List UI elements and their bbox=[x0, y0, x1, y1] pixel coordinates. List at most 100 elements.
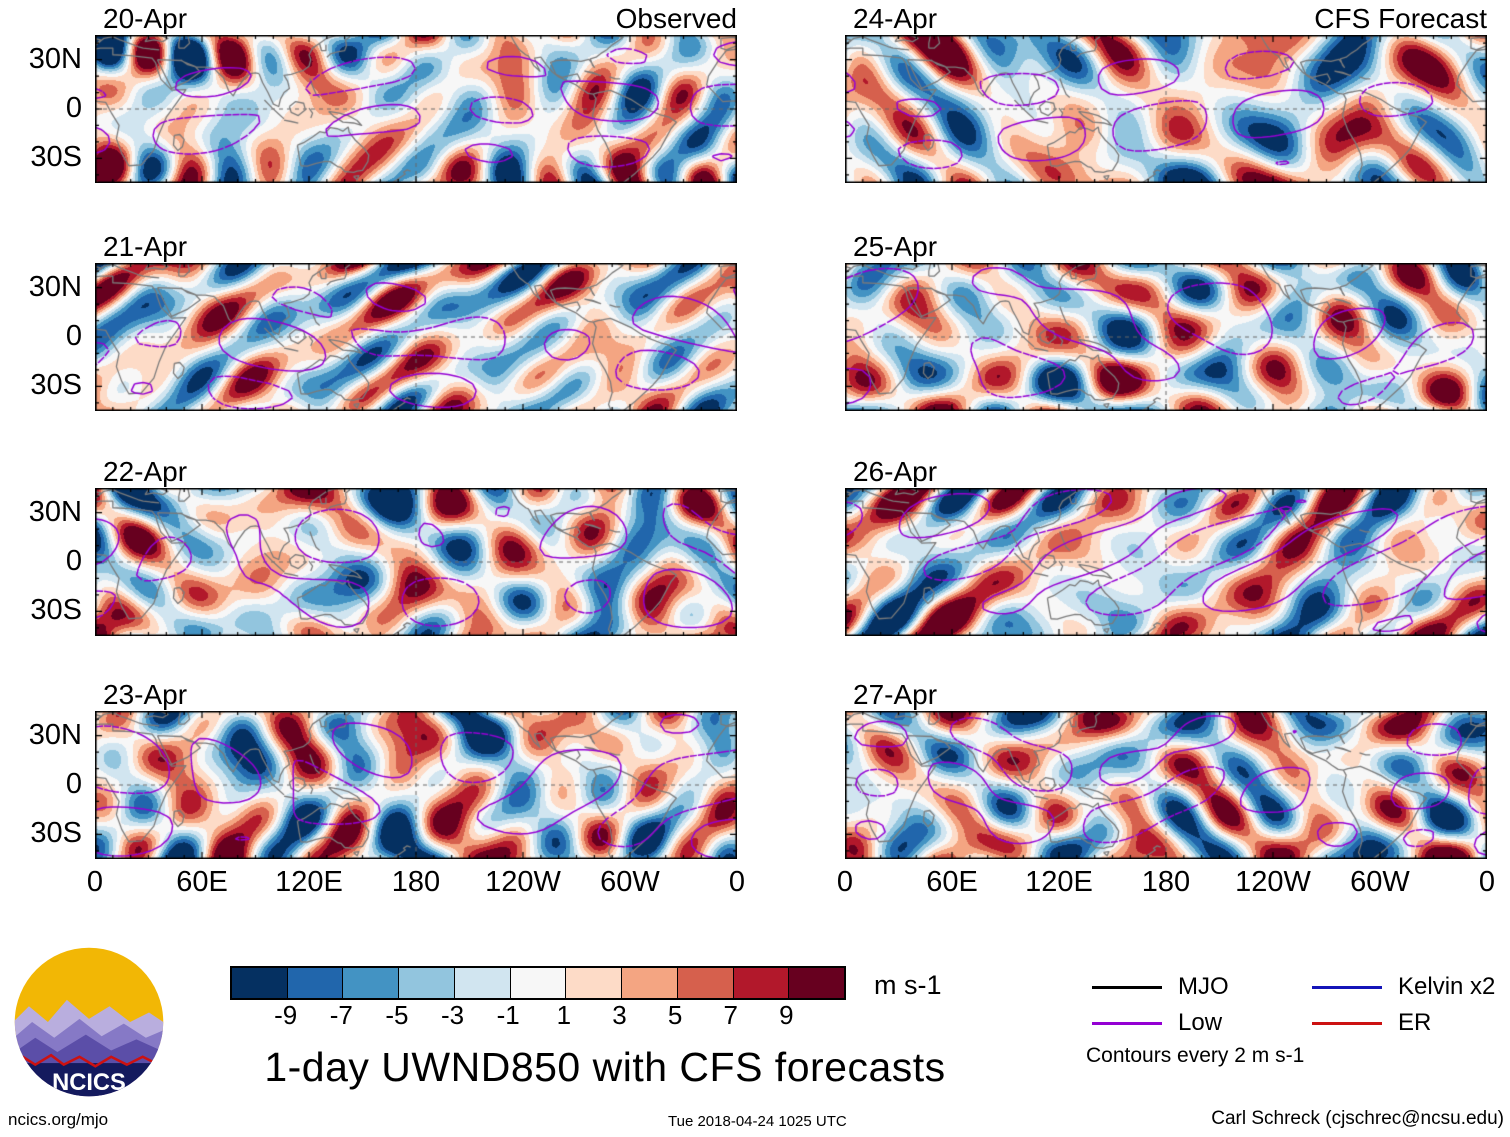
lon-tick-label: 0 bbox=[86, 866, 104, 898]
colorbar-cell bbox=[343, 968, 400, 998]
colorbar-tick-label: 5 bbox=[667, 1000, 683, 1030]
panel-date: 23-Apr bbox=[103, 679, 188, 710]
panel-header: 21-Apr bbox=[95, 232, 737, 262]
colorbar-tick-label: -9 bbox=[274, 1000, 298, 1030]
colorbar-cell bbox=[733, 968, 790, 998]
panel-20apr: 20-Apr Observed bbox=[95, 4, 737, 183]
lon-tick-label: 0 bbox=[836, 866, 854, 898]
map-canvas-24apr bbox=[845, 35, 1487, 183]
panel-header: 20-Apr Observed bbox=[95, 4, 737, 34]
lat-axis-row1: 30N 0 30S bbox=[0, 35, 90, 183]
lon-axis-right: 0 60E 120E 180 120W 60W 0 bbox=[837, 866, 1495, 906]
panel-header: 26-Apr bbox=[845, 457, 1487, 487]
lon-tick-label: 60E bbox=[926, 866, 978, 898]
panel-date: 24-Apr bbox=[853, 3, 938, 34]
lon-tick-label: 180 bbox=[1141, 866, 1191, 898]
panel-date: 25-Apr bbox=[853, 231, 938, 262]
lat-tick-label: 0 bbox=[65, 767, 82, 800]
legend-label-mjo: MJO bbox=[1178, 973, 1229, 1000]
lat-tick-label: 30S bbox=[30, 368, 82, 401]
footer-timestamp: Tue 2018-04-24 1025 UTC bbox=[668, 1113, 847, 1130]
ncics-logo-graphic: NCICS bbox=[14, 947, 164, 1097]
colorbar-labels: -9 -7 -5 -3 -1 1 3 5 7 9 bbox=[230, 1000, 842, 1032]
lat-tick-label: 30S bbox=[30, 140, 82, 173]
lon-tick-label: 0 bbox=[728, 866, 746, 898]
legend-item-low: Low bbox=[1092, 1009, 1223, 1036]
colorbar-tick-label: -1 bbox=[496, 1000, 520, 1030]
lat-tick-label: 0 bbox=[65, 544, 82, 577]
colorbar-unit-label: m s-1 bbox=[874, 970, 942, 1000]
colorbar bbox=[230, 966, 846, 1000]
map-canvas-25apr bbox=[845, 263, 1487, 411]
lon-tick-label: 120E bbox=[275, 866, 343, 898]
lat-tick-label: 30S bbox=[30, 593, 82, 626]
column-label-forecast: CFS Forecast bbox=[1314, 3, 1487, 34]
colorbar-tick-label: 9 bbox=[779, 1000, 794, 1030]
colorbar-tick-label: 1 bbox=[556, 1000, 572, 1030]
lat-tick-label: 30N bbox=[28, 718, 82, 751]
legend-item-er: ER bbox=[1312, 1009, 1432, 1036]
lat-axis-row2: 30N 0 30S bbox=[0, 263, 90, 411]
colorbar-cell bbox=[454, 968, 511, 998]
figure-title: 1-day UWND850 with CFS forecasts bbox=[264, 1044, 946, 1090]
panel-date: 20-Apr bbox=[103, 3, 188, 34]
legend-item-mjo: MJO bbox=[1092, 973, 1229, 1000]
map-canvas-27apr bbox=[845, 711, 1487, 859]
panel-header: 23-Apr bbox=[95, 680, 737, 710]
lon-tick-label: 0 bbox=[1478, 866, 1496, 898]
panel-header: 27-Apr bbox=[845, 680, 1487, 710]
panel-header: 24-Apr CFS Forecast bbox=[845, 4, 1487, 34]
colorbar-tick-label: -3 bbox=[440, 1000, 465, 1030]
kelvin-line-sample bbox=[1312, 985, 1382, 989]
colorbar-cell bbox=[510, 968, 567, 998]
panel-23apr: 23-Apr bbox=[95, 680, 737, 859]
logo-text: NCICS bbox=[52, 1070, 126, 1096]
colorbar-cell bbox=[622, 968, 678, 998]
lat-tick-label: 30N bbox=[28, 42, 82, 75]
column-label-observed: Observed bbox=[615, 3, 737, 34]
map-canvas-22apr bbox=[95, 488, 737, 636]
lat-axis-row4: 30N 0 30S bbox=[0, 711, 90, 859]
logo-red-line bbox=[14, 1053, 164, 1068]
panel-26apr: 26-Apr bbox=[845, 457, 1487, 636]
legend-item-kelvin: Kelvin x2 bbox=[1312, 973, 1496, 1000]
lat-tick-label: 30N bbox=[28, 270, 82, 303]
panel-25apr: 25-Apr bbox=[845, 232, 1487, 411]
colorbar-tick-label: 3 bbox=[612, 1000, 627, 1030]
colorbar-cell bbox=[287, 968, 344, 998]
lat-tick-label: 0 bbox=[65, 319, 82, 352]
legend-label-low: Low bbox=[1178, 1009, 1223, 1036]
lon-tick-label: 60E bbox=[176, 866, 228, 898]
colorbar-tick-label: -7 bbox=[329, 1000, 353, 1030]
panel-header: 22-Apr bbox=[95, 457, 737, 487]
colorbar-cell bbox=[677, 968, 734, 998]
legend-label-kelvin: Kelvin x2 bbox=[1398, 973, 1496, 1000]
lat-tick-label: 30N bbox=[28, 495, 82, 528]
map-canvas-21apr bbox=[95, 263, 737, 411]
colorbar-cell bbox=[789, 968, 845, 998]
panel-date: 26-Apr bbox=[853, 456, 938, 487]
map-canvas-26apr bbox=[845, 488, 1487, 636]
ncics-logo: NCICS bbox=[10, 943, 168, 1106]
panel-22apr: 22-Apr bbox=[95, 457, 737, 636]
legend-label-er: ER bbox=[1398, 1009, 1432, 1036]
panel-header: 25-Apr bbox=[845, 232, 1487, 262]
colorbar-cell bbox=[232, 968, 288, 998]
colorbar-tick-label: -5 bbox=[385, 1000, 409, 1030]
panel-24apr: 24-Apr CFS Forecast bbox=[845, 4, 1487, 183]
lat-tick-label: 30S bbox=[30, 816, 82, 849]
colorbar-cell bbox=[566, 968, 623, 998]
er-line-sample bbox=[1312, 1021, 1382, 1025]
lon-tick-label: 120E bbox=[1025, 866, 1093, 898]
colorbar-tick-label: 7 bbox=[723, 1000, 738, 1030]
lon-tick-label: 120W bbox=[485, 866, 561, 898]
lon-tick-label: 180 bbox=[391, 866, 441, 898]
lon-axis-left: 0 60E 120E 180 120W 60W 0 bbox=[87, 866, 745, 906]
footer-credit: Carl Schreck (cjschrec@ncsu.edu) bbox=[1211, 1108, 1504, 1129]
panel-date: 21-Apr bbox=[103, 231, 188, 262]
low-line-sample bbox=[1092, 1021, 1162, 1025]
footer-url: ncics.org/mjo bbox=[8, 1110, 109, 1129]
lon-tick-label: 60W bbox=[600, 866, 660, 898]
map-canvas-23apr bbox=[95, 711, 737, 859]
